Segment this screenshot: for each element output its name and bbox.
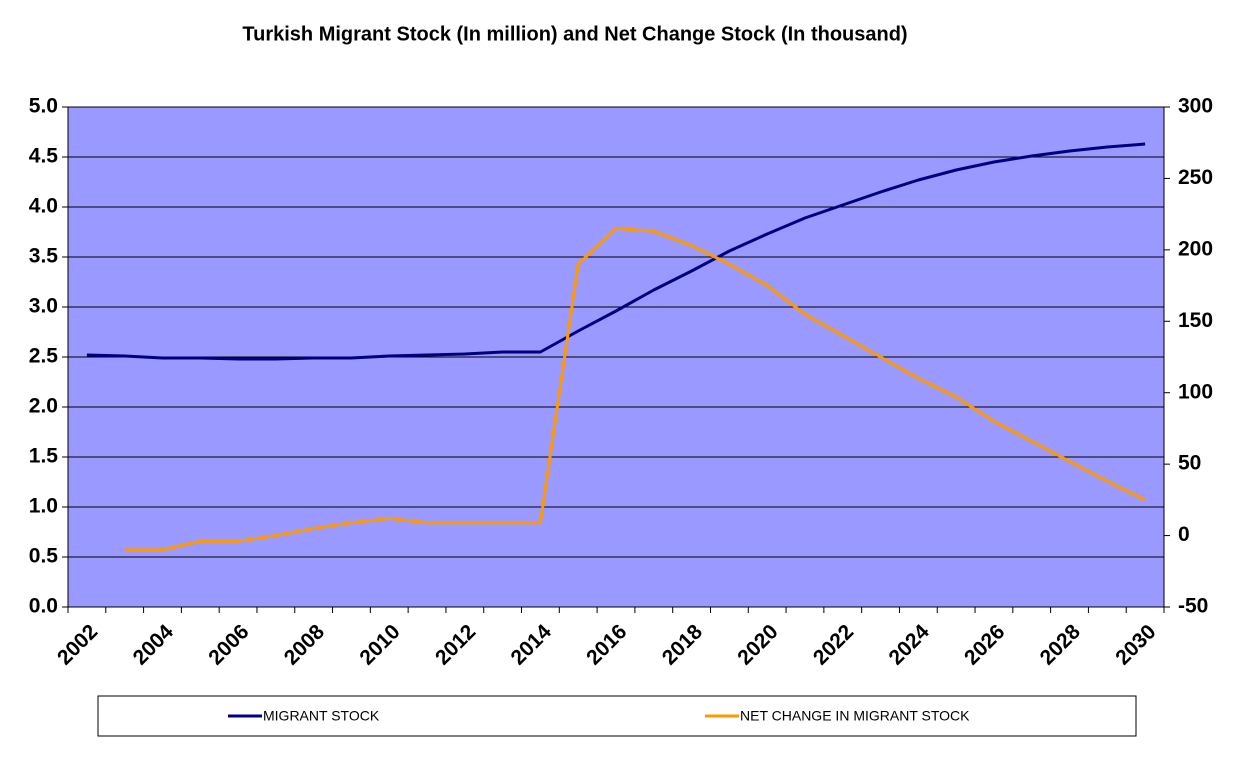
y-tick-label: 2.0	[29, 395, 58, 418]
y-tick-label: 4.5	[29, 145, 59, 168]
x-tick-label: 2026	[960, 620, 1009, 669]
y-tick-label: 3.5	[29, 245, 59, 268]
x-tick-label: 2022	[809, 620, 858, 669]
x-tick-label: 2024	[885, 620, 935, 670]
x-tick-label: 2020	[733, 620, 782, 669]
x-tick-label: 2002	[53, 620, 102, 669]
y-tick-label: 5.0	[29, 95, 58, 118]
y2-tick-label: 250	[1178, 166, 1213, 189]
x-tick-label: 2012	[431, 620, 480, 669]
y-tick-label: 1.0	[29, 495, 58, 518]
x-tick-label: 2014	[507, 620, 557, 670]
y2-tick-label: -50	[1178, 595, 1208, 618]
y2-tick-label: 0	[1178, 523, 1190, 546]
x-tick-label: 2018	[658, 620, 708, 670]
x-tick-label: 2006	[204, 620, 253, 669]
x-tick-label: 2010	[355, 620, 404, 669]
legend-box	[97, 695, 1137, 737]
y-tick-label: 1.5	[29, 445, 59, 468]
x-tick-label: 2028	[1036, 620, 1086, 670]
x-tick-label: 2008	[280, 620, 330, 670]
y-tick-label: 0.5	[29, 545, 59, 568]
x-tick-label: 2016	[582, 620, 631, 669]
y-tick-label: 3.0	[29, 295, 58, 318]
x-tick-label: 2030	[1111, 620, 1160, 669]
y-tick-label: 4.0	[29, 195, 58, 218]
y-tick-label: 0.0	[29, 595, 58, 618]
legend-label: NET CHANGE IN MIGRANT STOCK	[740, 708, 970, 724]
legend-label: MIGRANT STOCK	[263, 708, 380, 724]
y-tick-label: 2.5	[29, 345, 59, 368]
y2-tick-label: 300	[1178, 95, 1213, 118]
chart-title: Turkish Migrant Stock (In million) and N…	[242, 23, 907, 45]
y2-tick-label: 50	[1178, 452, 1201, 475]
series-line	[124, 226, 1146, 552]
y2-tick-label: 150	[1178, 309, 1213, 332]
series-line	[86, 142, 1146, 361]
y2-tick-label: 100	[1178, 380, 1213, 403]
y2-tick-label: 200	[1178, 237, 1213, 260]
x-tick-label: 2004	[129, 620, 179, 670]
